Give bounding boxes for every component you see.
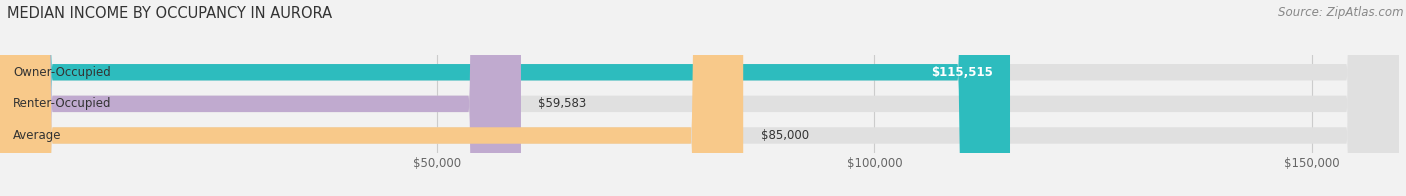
Text: Renter-Occupied: Renter-Occupied bbox=[13, 97, 111, 110]
Text: MEDIAN INCOME BY OCCUPANCY IN AURORA: MEDIAN INCOME BY OCCUPANCY IN AURORA bbox=[7, 6, 332, 21]
Text: Average: Average bbox=[13, 129, 62, 142]
FancyBboxPatch shape bbox=[0, 0, 522, 196]
Text: $115,515: $115,515 bbox=[931, 66, 993, 79]
Text: Owner-Occupied: Owner-Occupied bbox=[13, 66, 111, 79]
Text: $85,000: $85,000 bbox=[761, 129, 808, 142]
FancyBboxPatch shape bbox=[0, 0, 744, 196]
FancyBboxPatch shape bbox=[0, 0, 1010, 196]
Text: $59,583: $59,583 bbox=[538, 97, 586, 110]
Text: Source: ZipAtlas.com: Source: ZipAtlas.com bbox=[1278, 6, 1403, 19]
